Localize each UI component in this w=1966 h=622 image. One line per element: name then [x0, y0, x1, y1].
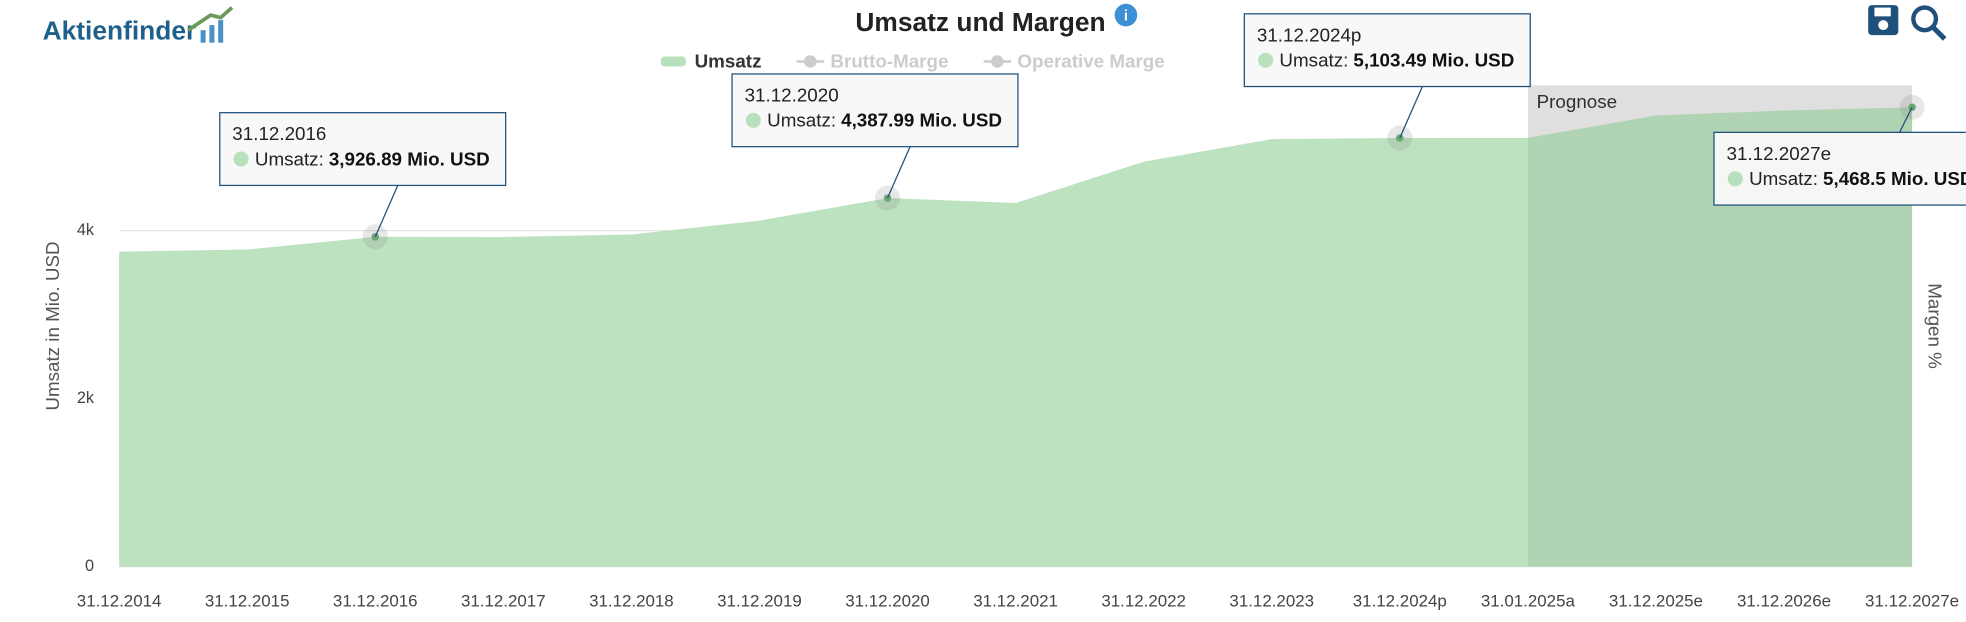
x-tick-label: 31.12.2018	[589, 591, 674, 610]
x-tick-label: 31.12.2023	[1229, 591, 1314, 610]
tooltip-value: 4,387.99 Mio. USD	[841, 110, 1002, 131]
legend-swatch	[660, 56, 686, 67]
legend-marker	[991, 55, 1004, 68]
logo-text: Aktienfinder	[43, 16, 197, 46]
tooltip-box	[1713, 131, 1966, 206]
x-tick-label: 31.12.2019	[717, 591, 802, 610]
tooltip-box	[219, 112, 507, 187]
x-tick-label: 31.12.2021	[973, 591, 1058, 610]
tooltip-date: 31.12.2016	[232, 123, 326, 144]
legend-label: Umsatz	[695, 51, 762, 72]
x-tick-label: 31.12.2017	[461, 591, 546, 610]
forecast-label: Prognose	[1537, 91, 1617, 112]
tooltip-box	[731, 73, 1019, 148]
x-tick-label: 31.12.2016	[333, 591, 418, 610]
tooltip-connector	[886, 146, 911, 199]
logo-bar	[200, 30, 206, 43]
logo: Aktienfinder	[43, 6, 234, 46]
x-tick-label: 31.12.2020	[845, 591, 930, 610]
x-tick-label: 31.12.2022	[1101, 591, 1186, 610]
info-icon[interactable]	[1114, 3, 1138, 27]
tooltip-date: 31.12.2024p	[1257, 24, 1362, 45]
y-tick-label: 2k	[77, 389, 95, 407]
tooltip-label: Umsatz:	[767, 110, 836, 131]
x-tick-label: 31.12.2024p	[1353, 591, 1447, 610]
y-tick-label: 4k	[77, 221, 95, 239]
tooltip-connector	[374, 185, 399, 238]
logo-bar	[218, 20, 224, 43]
tooltip-value: 5,103.49 Mio. USD	[1353, 49, 1514, 70]
info-icon-glyph: i	[1124, 7, 1128, 24]
tooltip-label: Umsatz:	[1749, 168, 1818, 189]
save-label	[1874, 7, 1891, 17]
x-tick-label: 31.12.2027e	[1865, 591, 1959, 610]
tooltip-value: 3,926.89 Mio. USD	[329, 148, 490, 169]
tooltip-dot	[1258, 52, 1274, 68]
x-tick-label: 31.12.2014	[77, 591, 162, 610]
tooltip-dot	[233, 151, 249, 167]
tooltip-dot	[1727, 171, 1743, 187]
zoom-handle	[1931, 25, 1947, 41]
tooltip-connector	[1898, 107, 1913, 133]
logo-bar	[209, 25, 215, 43]
logo-arrow	[187, 6, 234, 32]
save-dot	[1878, 20, 1889, 31]
legend-marker	[804, 55, 817, 68]
zoom-lens	[1911, 5, 1939, 33]
y-tick-label: 0	[85, 557, 94, 575]
x-tick-label: 31.12.2026e	[1737, 591, 1831, 610]
legend-label: Operative Marge	[1017, 51, 1164, 72]
x-tick-label: 31.12.2015	[205, 591, 290, 610]
point	[1396, 134, 1404, 142]
tooltip-box	[1243, 13, 1531, 88]
zoom-icon[interactable]	[1911, 5, 1947, 41]
tooltip-connector	[1399, 86, 1423, 139]
tooltip-dot	[745, 112, 761, 128]
y2-axis-label: Margen %	[1924, 283, 1945, 369]
tooltip-value: 5,468.5 Mio. USD	[1823, 168, 1966, 189]
x-tick-label: 31.01.2025a	[1481, 591, 1576, 610]
save-icon[interactable]	[1868, 5, 1899, 36]
chart-title: Umsatz und Margen	[855, 7, 1105, 37]
legend-label: Brutto-Marge	[830, 51, 948, 72]
tooltip-date: 31.12.2027e	[1727, 143, 1832, 164]
tooltip-date: 31.12.2020	[745, 84, 839, 105]
x-tick-label: 31.12.2025e	[1609, 591, 1703, 610]
area	[119, 107, 1913, 567]
y-axis-label: Umsatz in Mio. USD	[42, 241, 63, 410]
tooltip-label: Umsatz:	[1279, 49, 1348, 70]
tooltip-label: Umsatz:	[255, 148, 324, 169]
